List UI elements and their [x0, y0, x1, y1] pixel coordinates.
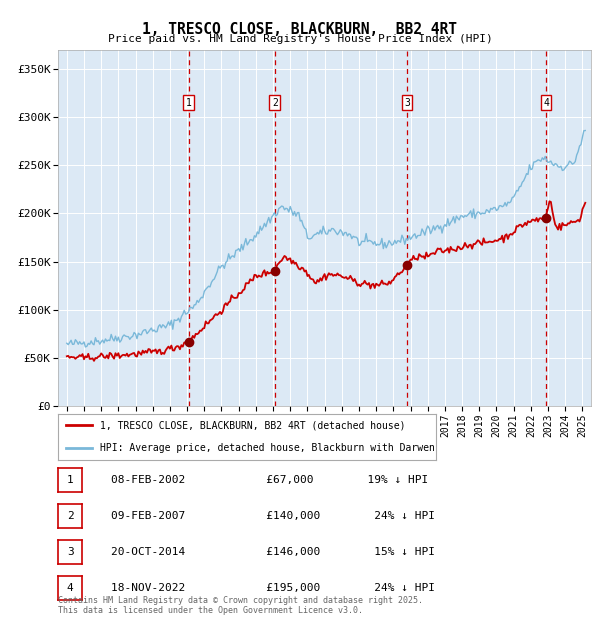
Text: 4: 4	[67, 583, 74, 593]
Text: 3: 3	[404, 97, 410, 108]
Text: 18-NOV-2022            £195,000        24% ↓ HPI: 18-NOV-2022 £195,000 24% ↓ HPI	[84, 583, 435, 593]
Text: 1: 1	[67, 475, 74, 485]
Text: 1: 1	[186, 97, 192, 108]
Text: 3: 3	[67, 547, 74, 557]
Text: 4: 4	[543, 97, 549, 108]
Text: 2: 2	[272, 97, 278, 108]
Text: Contains HM Land Registry data © Crown copyright and database right 2025.
This d: Contains HM Land Registry data © Crown c…	[58, 596, 423, 615]
Text: 2: 2	[67, 511, 74, 521]
Text: HPI: Average price, detached house, Blackburn with Darwen: HPI: Average price, detached house, Blac…	[100, 443, 434, 453]
Text: 20-OCT-2014            £146,000        15% ↓ HPI: 20-OCT-2014 £146,000 15% ↓ HPI	[84, 547, 435, 557]
Text: 1, TRESCO CLOSE, BLACKBURN,  BB2 4RT: 1, TRESCO CLOSE, BLACKBURN, BB2 4RT	[143, 22, 458, 37]
Text: Price paid vs. HM Land Registry's House Price Index (HPI): Price paid vs. HM Land Registry's House …	[107, 34, 493, 44]
Text: 1, TRESCO CLOSE, BLACKBURN, BB2 4RT (detached house): 1, TRESCO CLOSE, BLACKBURN, BB2 4RT (det…	[100, 420, 405, 430]
Text: 09-FEB-2007            £140,000        24% ↓ HPI: 09-FEB-2007 £140,000 24% ↓ HPI	[84, 511, 435, 521]
Text: 08-FEB-2002            £67,000        19% ↓ HPI: 08-FEB-2002 £67,000 19% ↓ HPI	[84, 475, 428, 485]
